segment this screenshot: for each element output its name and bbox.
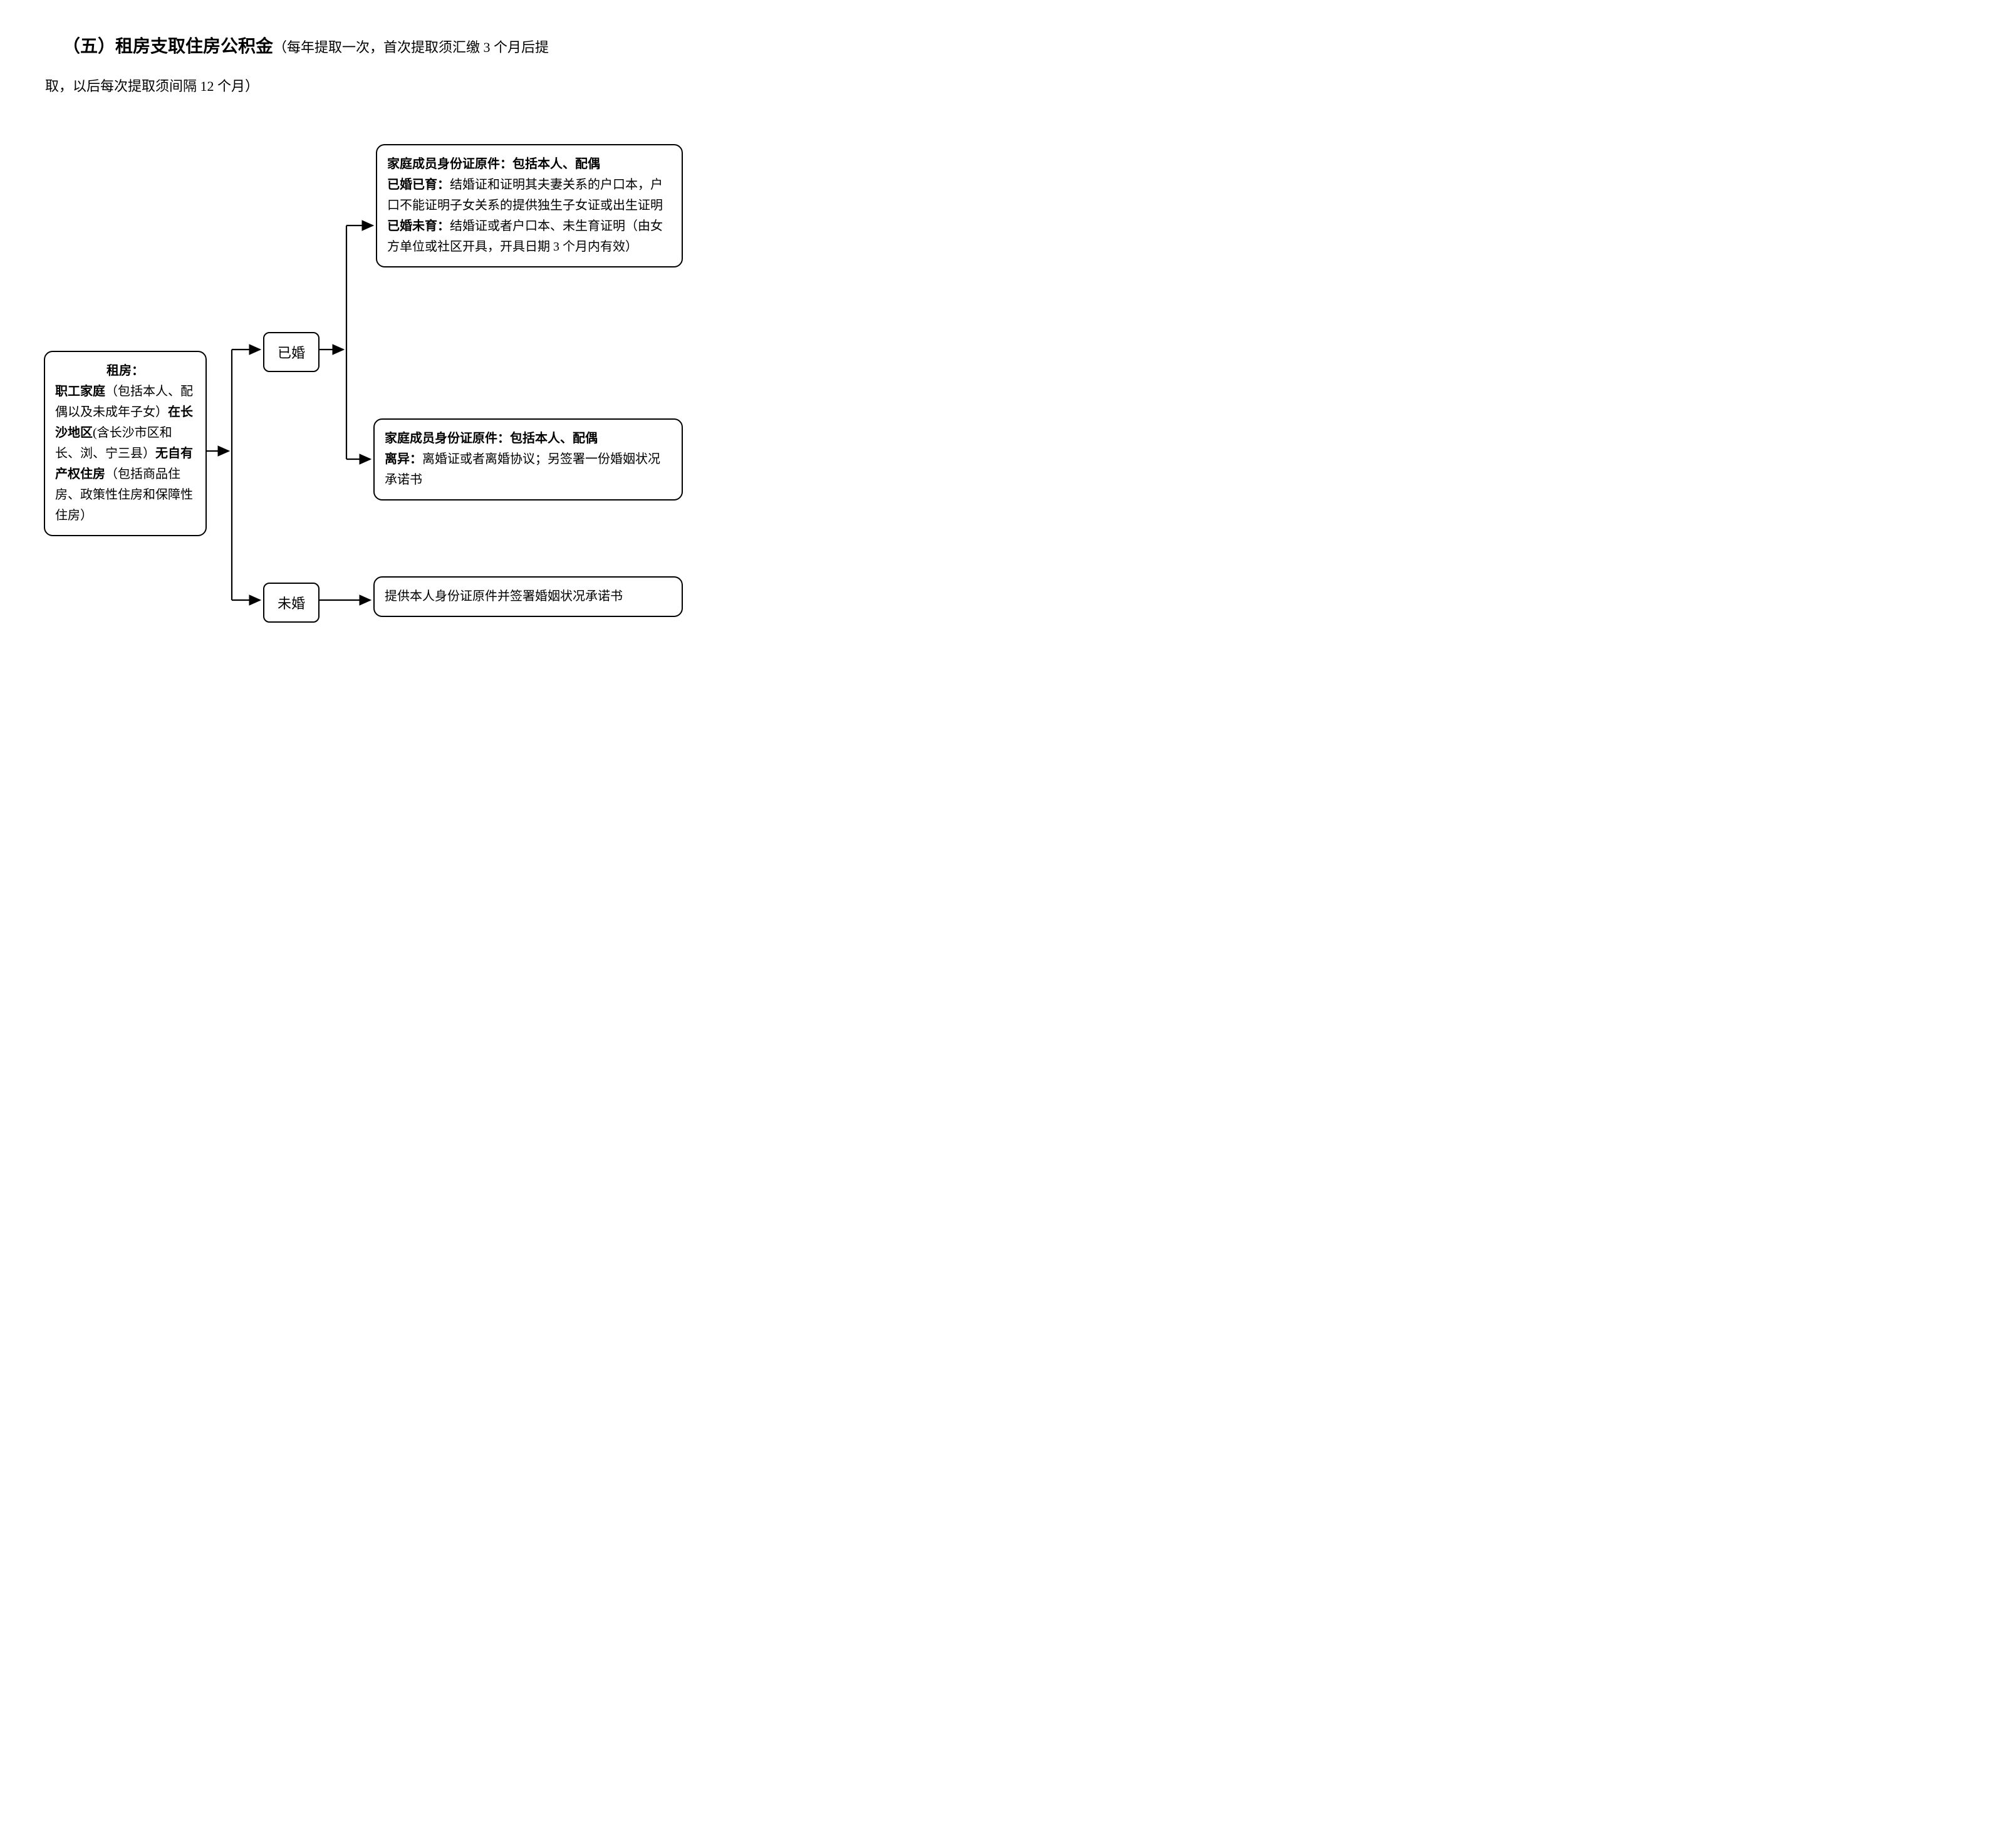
node-root: 租房： 职工家庭（包括本人、配偶以及未成年子女）在长沙地区(含长沙市区和长、浏、… [44, 351, 207, 536]
page: （五）租房支取住房公积金（每年提取一次，首次提取须汇缴 3 个月后提 取，以后每… [0, 0, 752, 683]
node-out-married-1: 家庭成员身份证原件：包括本人、配偶 已婚已育：结婚证和证明其夫妻关系的户口本，户… [376, 144, 683, 267]
title-sub-cont: 取，以后每次提取须间隔 12 个月） [45, 75, 259, 95]
title-sub-inline: （每年提取一次，首次提取须汇缴 3 个月后提 [273, 39, 549, 55]
out-m1-l1: 家庭成员身份证原件：包括本人、配偶 [387, 157, 600, 171]
out-m1-l2b: 已婚已育： [387, 178, 450, 192]
root-l2-bold: 职工家庭 [55, 385, 105, 398]
node-married: 已婚 [263, 332, 320, 372]
out-m2-l2r: 离婚证或者离婚协议；另签署一份婚姻状况承诺书 [385, 452, 660, 487]
out-m1-l3b: 已婚未育： [387, 219, 450, 233]
out-m2-l2b: 离异： [385, 452, 422, 466]
title-main: （五）租房支取住房公积金 [63, 37, 273, 56]
node-out-unmarried: 提供本人身份证原件并签署婚姻状况承诺书 [373, 576, 683, 617]
node-out-married-2: 家庭成员身份证原件：包括本人、配偶 离异：离婚证或者离婚协议；另签署一份婚姻状况… [373, 418, 683, 501]
root-line1: 租房： [107, 364, 144, 378]
out-m2-l1: 家庭成员身份证原件：包括本人、配偶 [385, 432, 598, 445]
title: （五）租房支取住房公积金（每年提取一次，首次提取须汇缴 3 个月后提 [63, 31, 689, 63]
node-unmarried: 未婚 [263, 583, 320, 623]
